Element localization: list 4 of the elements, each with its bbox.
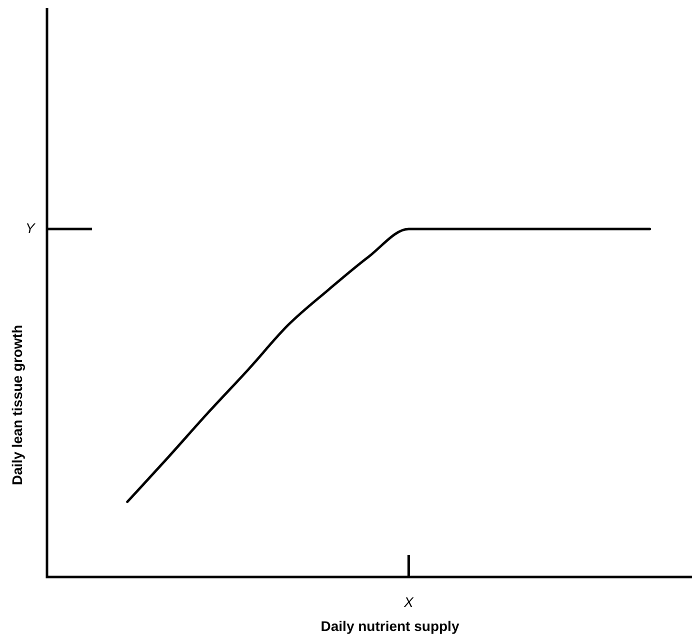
text: X	[403, 594, 414, 610]
text: Y	[25, 220, 36, 236]
x-axis-title: Daily nutrient supply	[320, 618, 460, 634]
y-axis-title: Daily lean tissue growth	[8, 324, 25, 486]
